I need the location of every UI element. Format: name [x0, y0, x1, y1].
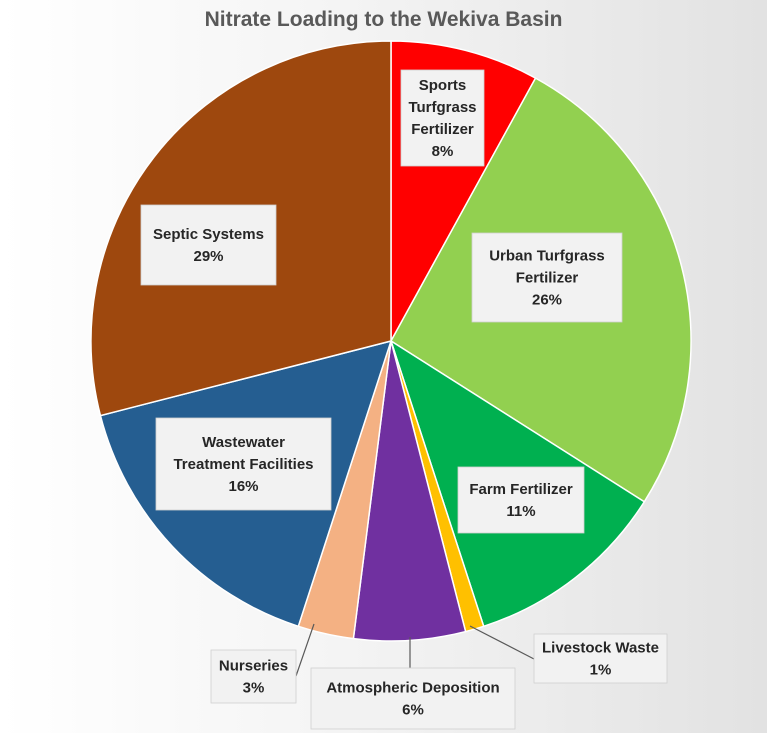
- data-label-percent: 1%: [590, 662, 612, 679]
- data-label: Farm Fertilizer 11%: [457, 466, 585, 534]
- data-label-category: Sports: [419, 77, 467, 94]
- data-label-percent: 16%: [228, 478, 258, 495]
- data-label-box: [155, 417, 332, 511]
- data-label-percent: 26%: [532, 292, 562, 309]
- data-label-percent: 8%: [432, 143, 454, 160]
- data-label: Nurseries 3%: [210, 649, 297, 704]
- data-label-percent: 3%: [243, 680, 265, 697]
- data-label-category: Fertilizer: [516, 270, 579, 287]
- data-label-box: [533, 633, 668, 684]
- chart-title: Nitrate Loading to the Wekiva Basin: [204, 8, 563, 31]
- data-labels: Sports Turfgrass Fertilizer 8% Urban Turfgra…: [140, 69, 668, 730]
- data-label-box: [471, 232, 623, 323]
- leader-line: [469, 625, 535, 660]
- data-label-category: Wastewater: [202, 434, 285, 451]
- data-label: Livestock Waste 1%: [533, 633, 668, 684]
- data-label-category: Treatment Facilities: [173, 456, 313, 473]
- data-label: Wastewater Treatment Facilities 16%: [155, 417, 332, 511]
- data-label-category: Turfgrass: [408, 99, 476, 116]
- data-label-percent: 6%: [402, 702, 424, 719]
- data-label-category: Nurseries: [219, 658, 288, 675]
- data-label-category: Livestock Waste: [542, 640, 659, 657]
- data-label-box: [210, 649, 297, 704]
- data-label: Urban Turfgrass Fertilizer 26%: [471, 232, 623, 323]
- data-label-box: [457, 466, 585, 534]
- data-label: Sports Turfgrass Fertilizer 8%: [400, 69, 485, 167]
- data-label-box: [400, 69, 485, 167]
- data-label-category: Urban Turfgrass: [489, 248, 605, 265]
- data-label-box: [310, 667, 516, 730]
- data-label-box: [140, 204, 277, 286]
- data-label-percent: 11%: [506, 503, 535, 520]
- data-label-category: Fertilizer: [411, 121, 474, 138]
- data-label-category: Farm Fertilizer: [469, 481, 573, 498]
- data-label-percent: 29%: [193, 248, 223, 265]
- data-label-category: Septic Systems: [153, 226, 264, 243]
- data-label-category: Atmospheric Deposition: [326, 680, 499, 697]
- slices-layer: [90, 40, 692, 642]
- data-label: Septic Systems 29%: [140, 204, 277, 286]
- leader-line: [295, 623, 315, 677]
- leader-lines: [295, 623, 535, 677]
- data-label: Atmospheric Deposition 6%: [310, 667, 516, 730]
